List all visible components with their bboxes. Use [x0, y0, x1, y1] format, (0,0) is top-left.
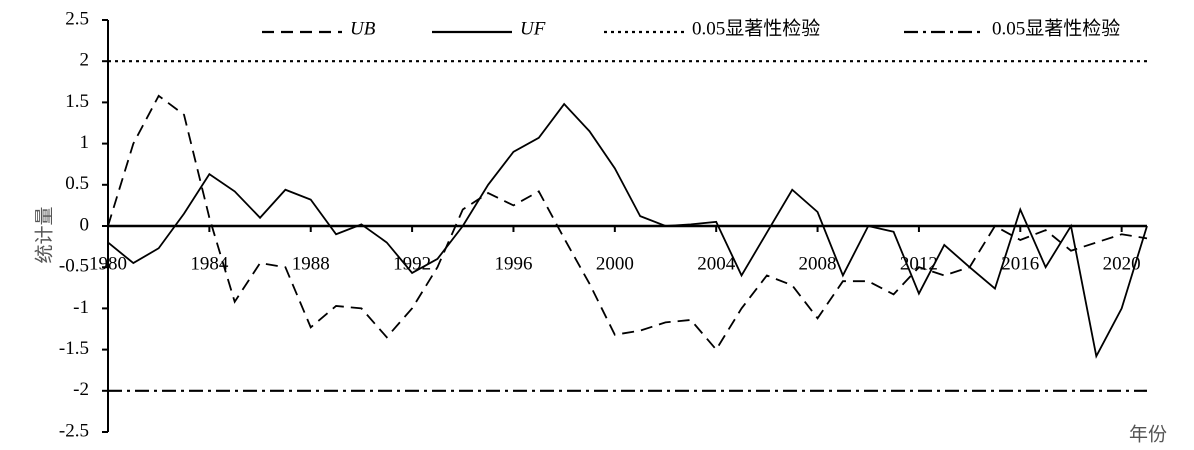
legend-label: 0.05显著性检验 — [992, 17, 1120, 39]
y-tick-label: 0 — [80, 214, 90, 235]
y-tick-label: -2.5 — [59, 420, 89, 441]
y-axis-label: 统计量 — [33, 206, 55, 263]
x-axis-label: 年份 — [1129, 423, 1167, 445]
y-tick-label: -1.5 — [59, 338, 89, 359]
y-tick-label: 1.5 — [65, 91, 89, 112]
y-tick-label: 0.5 — [65, 173, 89, 194]
x-tick-label: 1980 — [89, 253, 127, 274]
x-tick-label: 2016 — [1001, 253, 1039, 274]
y-tick-label: 2.5 — [65, 8, 89, 29]
y-tick-label: -1 — [73, 297, 89, 318]
legend-label: 0.05显著性检验 — [692, 17, 820, 39]
y-tick-label: 1 — [80, 132, 90, 153]
x-tick-label: 1996 — [494, 253, 532, 274]
x-tick-label: 1992 — [393, 253, 431, 274]
y-tick-label: -2 — [73, 379, 89, 400]
x-tick-label: 1988 — [292, 253, 330, 274]
y-tick-label: -0.5 — [59, 256, 89, 277]
y-tick-label: 2 — [80, 50, 90, 71]
series-line — [107, 102, 1148, 359]
x-tick-label: 2000 — [596, 253, 634, 274]
x-tick-label: 1984 — [190, 253, 229, 274]
series-line — [107, 94, 1148, 352]
legend-label: UB — [350, 18, 376, 39]
x-tick-label: 2004 — [697, 253, 736, 274]
legend-label: UF — [520, 18, 546, 39]
x-tick-label: 2020 — [1103, 253, 1141, 274]
x-tick-label: 2012 — [900, 253, 938, 274]
x-tick-label: 2008 — [799, 253, 837, 274]
